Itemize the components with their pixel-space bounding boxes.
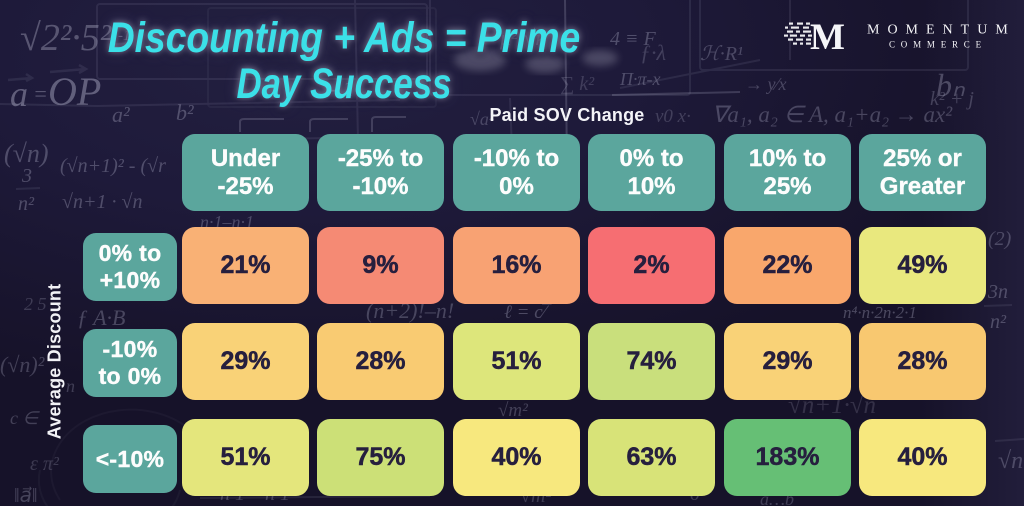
svg-text:n⁴·n·2n·2·1: n⁴·n·2n·2·1 <box>843 303 917 322</box>
svg-text:OP: OP <box>48 69 101 114</box>
svg-text:√m²: √m² <box>498 400 528 421</box>
svg-text:n²: n² <box>990 311 1007 333</box>
svg-text:ν0 x·: ν0 x· <box>655 106 691 127</box>
svg-text:n: n <box>66 376 75 396</box>
svg-text:b²: b² <box>176 100 194 125</box>
svg-text:=: = <box>33 81 48 106</box>
svg-text:ƒ·λ: ƒ·λ <box>640 40 666 65</box>
svg-text:√n: √n <box>998 448 1023 474</box>
svg-text:‖a⃗‖: ‖a⃗‖ <box>14 485 38 506</box>
svg-text:Π·π-x: Π·π-x <box>619 69 661 89</box>
svg-text:μ² √κ: μ² √κ <box>499 25 546 50</box>
svg-text:(√n): (√n) <box>4 139 49 168</box>
svg-text:ε π²: ε π² <box>30 453 60 475</box>
svg-text:COMMERCE: COMMERCE <box>889 40 987 50</box>
svg-text:(√n)²: (√n)² <box>0 352 45 377</box>
svg-text:M: M <box>810 17 845 58</box>
svg-text:∑ k²: ∑ k² <box>560 73 595 95</box>
svg-text:3n: 3n <box>987 281 1008 303</box>
svg-text:√n+1 · √n: √n+1 · √n <box>62 191 142 213</box>
svg-text:ƒ A·B: ƒ A·B <box>77 305 125 330</box>
svg-text:(2): (2) <box>988 228 1012 250</box>
svg-text:bₙ: bₙ <box>936 67 966 103</box>
svg-text:4 ≡ F: 4 ≡ F <box>610 28 656 50</box>
svg-text:2 5: 2 5 <box>24 294 47 314</box>
svg-text:√2²·5²: √2²·5² <box>20 17 112 59</box>
svg-text:-1: -1 <box>118 28 131 44</box>
svg-text:ℋ·R¹: ℋ·R¹ <box>700 43 743 65</box>
svg-text:a²: a² <box>112 102 130 127</box>
svg-text:ℓ = c⁄̅: ℓ = c⁄̅ <box>504 302 552 323</box>
svg-text:(√n+1)² - (√r: (√n+1)² - (√r <box>60 155 166 177</box>
svg-text:- 1: - 1 <box>330 76 354 101</box>
svg-text:n²: n² <box>18 193 35 215</box>
svg-text:√a²: √a² <box>470 109 495 129</box>
svg-text:→ y⁄x: → y⁄x <box>745 74 786 94</box>
svg-text:k² + j: k² + j <box>930 88 974 110</box>
svg-text:3: 3 <box>21 165 32 187</box>
svg-text:MOMENTUM: MOMENTUM <box>867 23 1016 38</box>
svg-text:a: a <box>10 74 28 114</box>
svg-text:c ∈: c ∈ <box>10 408 40 428</box>
svg-text:∇a₁, a₂ ∈ A, a₁+a₂ → ax²: ∇a₁, a₂ ∈ A, a₁+a₂ → ax² <box>712 102 953 127</box>
